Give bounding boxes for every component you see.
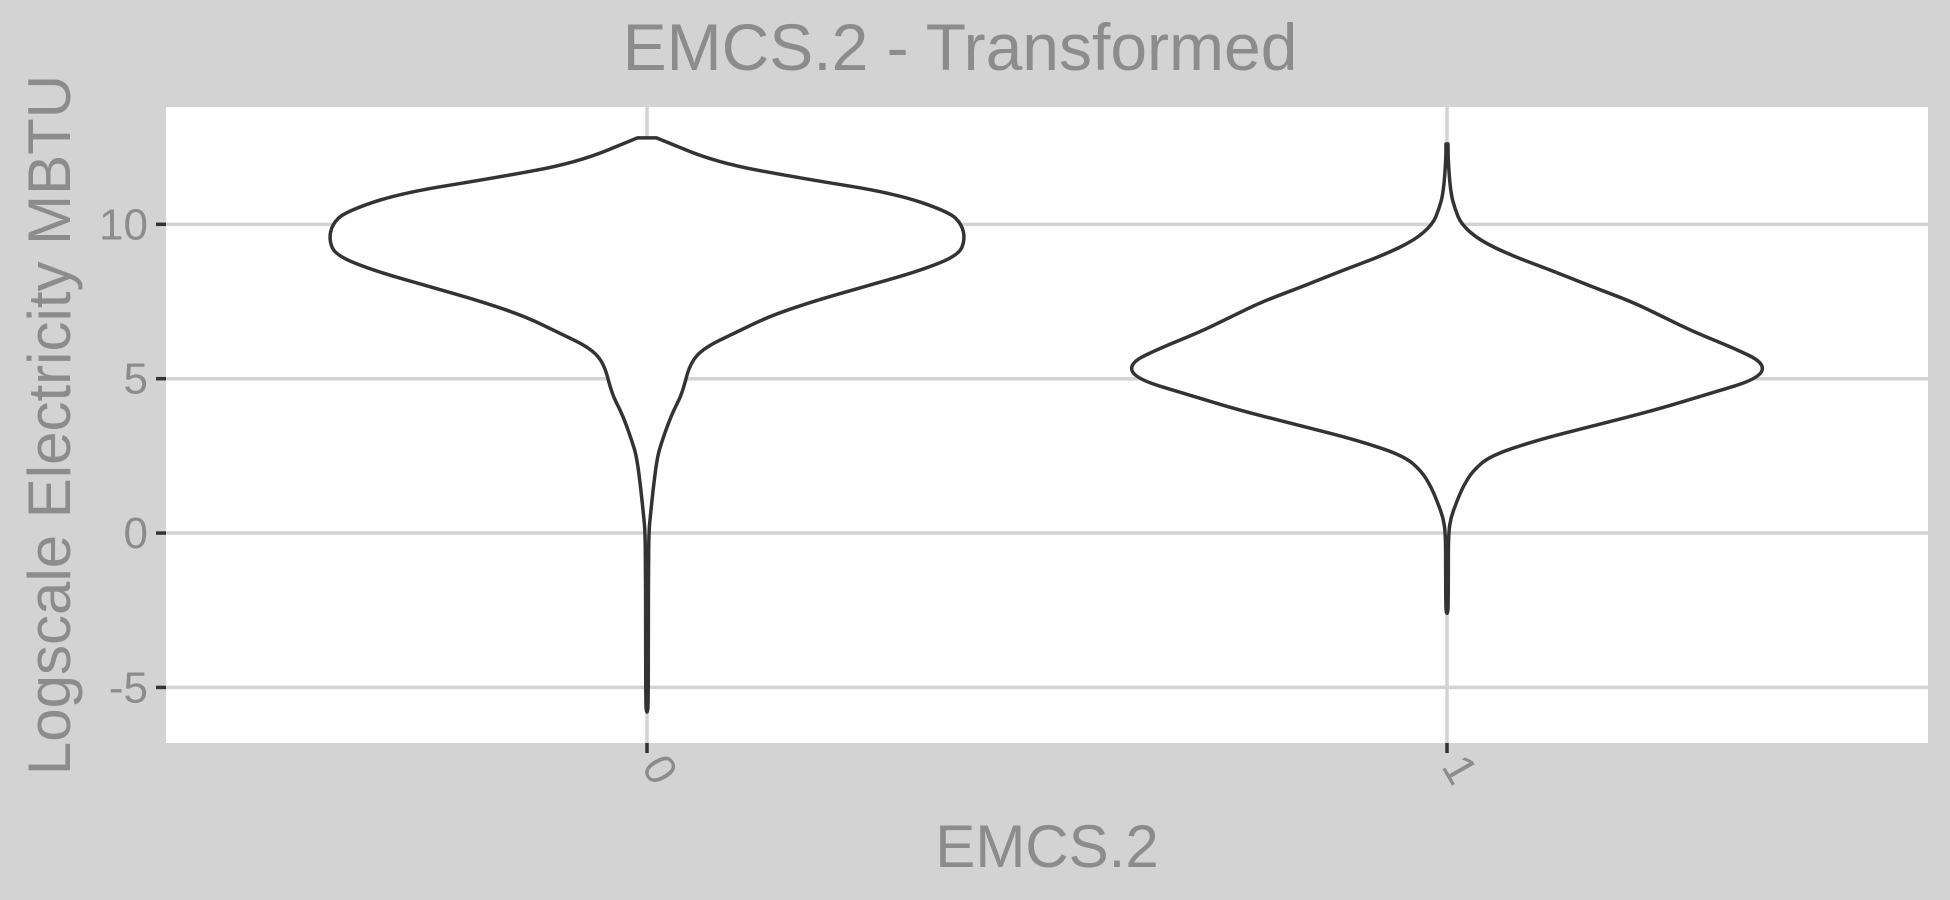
y-tick-label-10: 10 bbox=[99, 200, 148, 249]
violins bbox=[328, 136, 1765, 714]
y-tick-label-5: 5 bbox=[124, 355, 148, 404]
violin-0 bbox=[328, 136, 966, 714]
y-tick-label-0: 0 bbox=[124, 509, 148, 558]
x-axis-title: EMCS.2 bbox=[935, 813, 1158, 880]
y-tick-label--5: -5 bbox=[109, 663, 148, 712]
y-axis-title: Logscale Electricity MBTU bbox=[16, 75, 83, 775]
chart-title: EMCS.2 - Transformed bbox=[623, 10, 1298, 84]
violin-1 bbox=[1129, 142, 1765, 616]
